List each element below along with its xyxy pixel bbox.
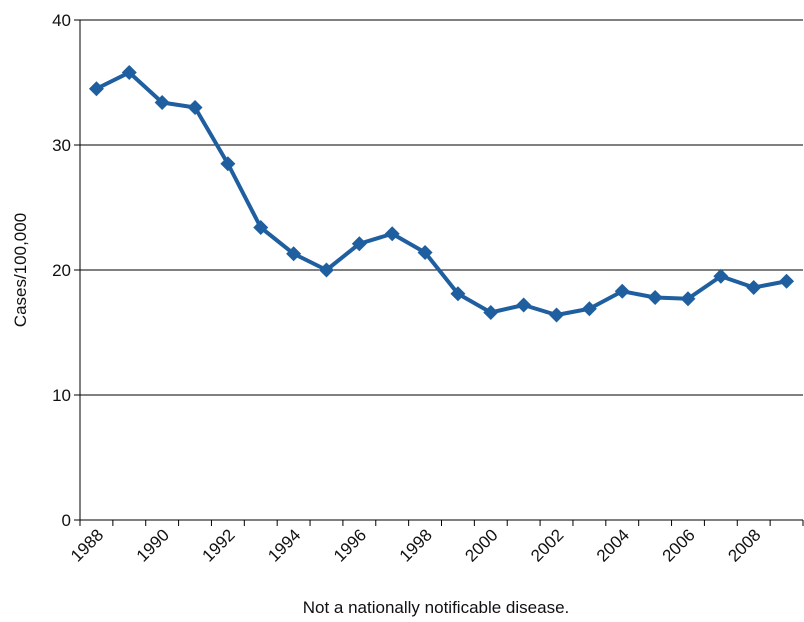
data-series: [88, 65, 795, 323]
x-tick-label: 2002: [527, 525, 567, 565]
x-tick-label: 2000: [461, 525, 501, 565]
data-point-marker: [779, 273, 795, 289]
data-point-marker: [581, 301, 597, 317]
data-point-marker: [318, 262, 334, 278]
x-tick-label: 2008: [724, 525, 764, 565]
series-line: [95, 70, 787, 317]
data-point-marker: [516, 297, 532, 313]
x-tick-label: 1988: [67, 525, 107, 565]
x-tick-label: 1990: [133, 525, 173, 565]
data-point-marker: [549, 307, 565, 323]
x-tick-label: 2004: [593, 525, 633, 565]
data-point-marker: [384, 226, 400, 242]
data-point-marker: [450, 286, 466, 302]
x-tick-label: 1998: [396, 525, 436, 565]
y-tick-label: 30: [52, 136, 71, 155]
data-point-marker: [680, 291, 696, 307]
y-tick-label: 10: [52, 386, 71, 405]
data-point-marker: [253, 220, 269, 235]
data-point-marker: [187, 100, 203, 115]
y-tick-labels: 0 10 20 30 40: [52, 11, 71, 530]
data-point-marker: [746, 280, 762, 295]
data-point-marker: [121, 65, 137, 80]
data-point-marker: [154, 95, 170, 110]
y-tick-label: 0: [62, 511, 71, 530]
y-tick-label: 40: [52, 11, 71, 30]
data-point-marker: [351, 236, 367, 252]
data-point-marker: [286, 246, 302, 262]
x-tick-label: 2006: [659, 525, 699, 565]
axes: [74, 19, 804, 526]
x-tick-label: 1994: [264, 525, 304, 565]
data-point-marker: [713, 268, 729, 284]
chart-footnote: Not a nationally notificable disease.: [303, 598, 570, 617]
data-point-marker: [614, 283, 630, 299]
data-point-marker: [483, 305, 499, 320]
x-tick-label: 1992: [199, 525, 239, 565]
y-tick-label: 20: [52, 261, 71, 280]
grid-lines: [80, 19, 803, 396]
data-point-marker: [647, 290, 663, 305]
x-tick-label: 1996: [330, 525, 370, 565]
y-axis-title: Cases/100,000: [11, 213, 30, 327]
x-tick-labels: 1988 1990 1992 1994 1996 1998 2000 2002 2004 2006…: [67, 525, 764, 565]
data-point-marker: [417, 245, 433, 260]
data-point-marker: [88, 81, 104, 97]
data-point-marker: [220, 156, 236, 172]
